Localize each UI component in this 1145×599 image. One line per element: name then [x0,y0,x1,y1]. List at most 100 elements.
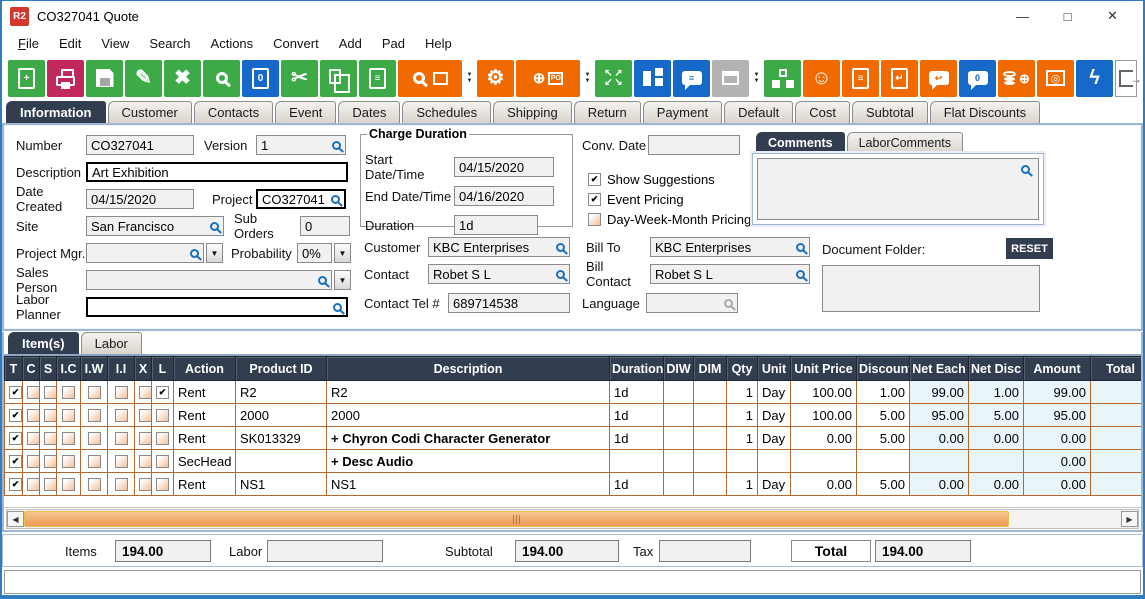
contact-tel-field[interactable]: 689714538 [448,293,570,313]
search-icon[interactable] [190,248,199,258]
reset-button[interactable]: RESET [1006,238,1053,259]
cell-unit[interactable]: Day [757,403,791,427]
tab-dates[interactable]: Dates [338,101,401,123]
cell-flag-x[interactable] [134,426,152,450]
tab-schedules[interactable]: Schedules [402,101,492,123]
cell-total[interactable] [1090,426,1141,450]
start-date-field[interactable]: 04/15/2020 [454,157,554,177]
sub-orders-field[interactable]: 0 [300,216,350,236]
cell-flag-s[interactable] [39,472,57,496]
project-mgr-dropdown[interactable]: ▼ [206,243,223,263]
cell-flag-i.w[interactable] [80,380,108,404]
quick-action-lightning-button[interactable]: ϟ [1076,59,1113,97]
cell-flag-i.i[interactable] [107,426,135,450]
tab-default[interactable]: Default [724,101,794,123]
cell-flag-c[interactable] [22,426,40,450]
cell-flag-i.c[interactable] [56,426,81,450]
cell-unit-price[interactable]: 0.00 [790,472,857,496]
contact-field[interactable]: Robet S L [428,264,570,284]
cell-duration[interactable]: 1d [609,426,664,450]
cell-action[interactable]: Rent [173,472,236,496]
cell-flag-i.w[interactable] [80,426,108,450]
search-icon[interactable] [1021,165,1030,174]
cell-description[interactable]: 2000 [326,403,610,427]
bill-contact-field[interactable]: Robet S L [650,264,810,284]
menu-add[interactable]: Add [338,36,362,51]
cell-amount[interactable]: 0.00 [1023,449,1091,473]
cell-dim[interactable] [693,403,727,427]
sales-person-field[interactable] [86,270,332,290]
cell-net-each[interactable]: 99.00 [909,380,969,404]
cell-flag-s[interactable] [39,380,57,404]
cell-flag-i.c[interactable] [56,472,81,496]
scrollbar-thumb[interactable] [24,511,1009,527]
cell-dim[interactable] [693,380,727,404]
search-icon[interactable] [556,242,565,252]
cell-total[interactable] [1090,472,1141,496]
cell-flag-c[interactable] [22,472,40,496]
cell-diw[interactable] [663,472,694,496]
cell-product-id[interactable]: 2000 [235,403,327,427]
add-money-coins-button[interactable]: ⊕ [998,59,1035,97]
cell-product-id[interactable]: R2 [235,380,327,404]
close-button[interactable]: ✕ [1107,8,1118,23]
cell-flag-x[interactable] [134,472,152,496]
comment-button[interactable]: ≡ [673,59,710,97]
cell-product-id[interactable]: SK013329 [235,426,327,450]
cell-flag-t[interactable]: ✔ [4,380,23,404]
tab-payment[interactable]: Payment [642,101,723,123]
cell-net-each[interactable]: 95.00 [909,403,969,427]
cell-net-disc[interactable]: 0.00 [968,426,1024,450]
tab-information[interactable]: Information [6,101,106,123]
scroll-right-button[interactable]: ▶ [1121,511,1138,527]
cell-flag-i.i[interactable] [107,403,135,427]
maximize-button[interactable]: □ [1063,8,1072,24]
cell-net-disc[interactable]: 5.00 [968,403,1024,427]
cell-amount[interactable]: 95.00 [1023,403,1091,427]
cell-flag-x[interactable] [134,449,152,473]
edit-button[interactable]: ✎ [125,59,162,97]
cell-net-disc[interactable]: 1.00 [968,380,1024,404]
cell-discount[interactable]: 5.00 [856,426,910,450]
expand-button[interactable]: ↖ ↗ ↙ ↘ [595,59,632,97]
cell-net-each[interactable]: 0.00 [909,472,969,496]
cell-flag-x[interactable] [134,380,152,404]
cell-flag-c[interactable] [22,449,40,473]
cell-action[interactable]: Rent [173,426,236,450]
cell-unit-price[interactable] [790,449,857,473]
tab-subtotal[interactable]: Subtotal [852,101,928,123]
cell-net-disc[interactable] [968,449,1024,473]
number-field[interactable]: CO327041 [86,135,194,155]
customer-field[interactable]: KBC Enterprises [428,237,570,257]
cell-flag-i.i[interactable] [107,380,135,404]
cell-flag-i.i[interactable] [107,472,135,496]
find-product-button[interactable] [398,59,462,97]
project-field[interactable]: CO327041 [256,189,346,209]
search-icon[interactable] [210,221,219,231]
cell-flag-s[interactable] [39,403,57,427]
cut-button[interactable]: ✂ [281,59,318,97]
print-button[interactable] [47,59,84,97]
conv-date-field[interactable] [648,135,740,155]
menu-actions[interactable]: Actions [210,36,254,51]
cell-flag-s[interactable] [39,426,57,450]
search-icon[interactable] [796,269,805,279]
cell-action[interactable]: SecHead [173,449,236,473]
cell-flag-l[interactable]: ✔ [151,380,174,404]
add-purchase-order-button[interactable]: ⊕ PO [516,59,580,97]
chat-zero-button[interactable]: 0 [959,59,996,97]
cell-flag-l[interactable] [151,449,174,473]
cell-unit-price[interactable]: 0.00 [790,426,857,450]
cell-flag-c[interactable] [22,380,40,404]
exit-button[interactable]: → [1115,59,1142,97]
date-created-field[interactable]: 04/15/2020 [86,189,194,209]
cell-unit-price[interactable]: 100.00 [790,380,857,404]
sales-person-dropdown[interactable]: ▼ [334,270,351,290]
cell-duration[interactable]: 1d [609,380,664,404]
search-icon[interactable] [556,269,565,279]
smiley-button[interactable]: ☺ [803,59,840,97]
menu-edit[interactable]: Edit [58,36,82,51]
cell-description[interactable]: + Desc Audio [326,449,610,473]
cell-duration[interactable]: 1d [609,472,664,496]
cell-flag-t[interactable]: ✔ [4,472,23,496]
